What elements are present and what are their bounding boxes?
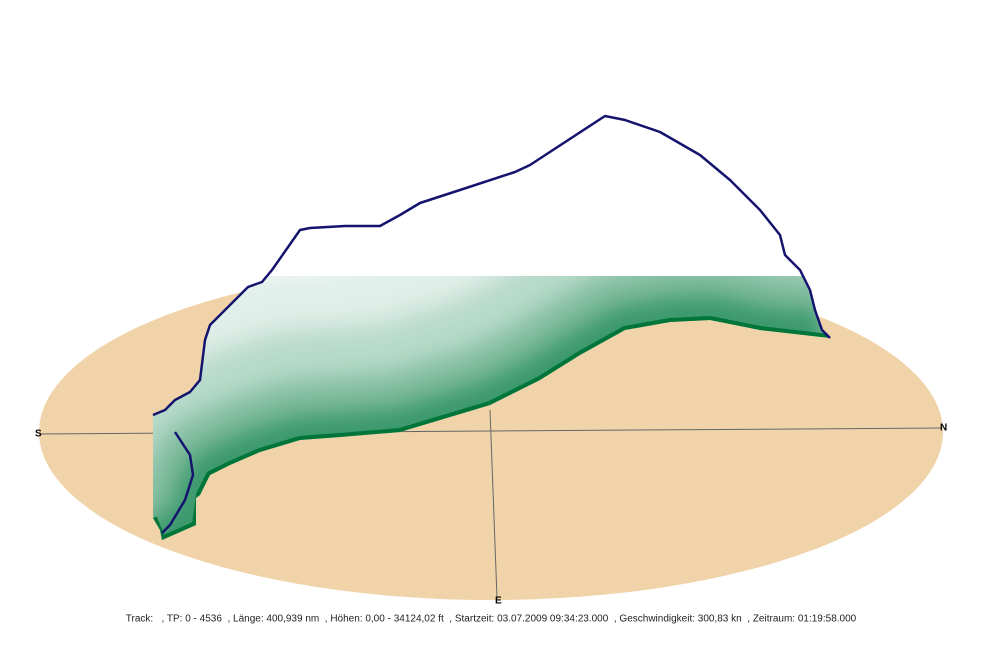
flight-track bbox=[152, 114, 831, 417]
status-line: Track: , TP: 0 - 4536 , Länge: 400,939 n… bbox=[126, 614, 857, 625]
east-axis bbox=[489, 409, 498, 599]
flight-track-start bbox=[161, 431, 195, 534]
compass-east: E bbox=[495, 596, 502, 607]
compass-south: S bbox=[35, 429, 42, 440]
compass-north: N bbox=[940, 423, 947, 434]
